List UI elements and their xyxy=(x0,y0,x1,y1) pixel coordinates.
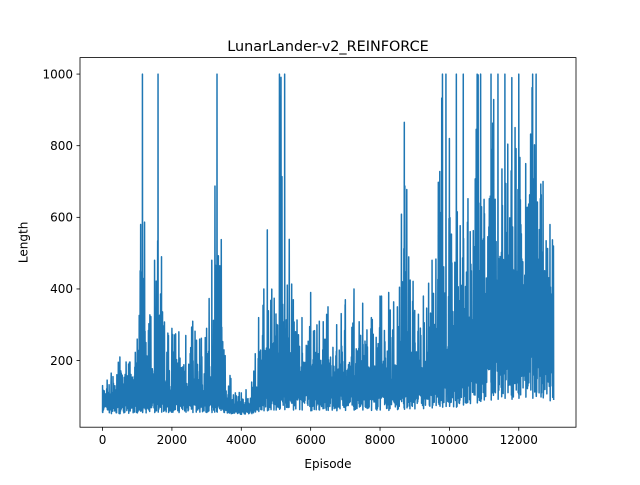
x-tick-label: 2000 xyxy=(157,433,188,447)
series-line xyxy=(101,73,555,416)
x-axis-label: Episode xyxy=(304,457,351,471)
y-tick-label: 600 xyxy=(50,211,73,225)
y-tick-label: 800 xyxy=(50,139,73,153)
plot-frame xyxy=(79,57,577,428)
x-tick-label: 4000 xyxy=(226,433,257,447)
x-tick-label: 10000 xyxy=(430,433,468,447)
y-tick-label: 200 xyxy=(50,354,73,368)
x-tick-label: 0 xyxy=(99,433,107,447)
y-tick-label: 1000 xyxy=(42,67,73,81)
y-axis-label: Length xyxy=(17,222,31,263)
y-tick-label: 400 xyxy=(50,282,73,296)
x-tick-label: 8000 xyxy=(365,433,396,447)
chart-title: LunarLander-v2_REINFORCE xyxy=(227,39,428,55)
x-ticks: 0 2000 4000 6000 8000 10000 12000 xyxy=(99,427,538,447)
x-tick-label: 12000 xyxy=(500,433,538,447)
series-layer xyxy=(101,73,555,416)
x-tick-label: 6000 xyxy=(295,433,326,447)
y-ticks: 200 400 600 800 1000 xyxy=(42,67,80,368)
